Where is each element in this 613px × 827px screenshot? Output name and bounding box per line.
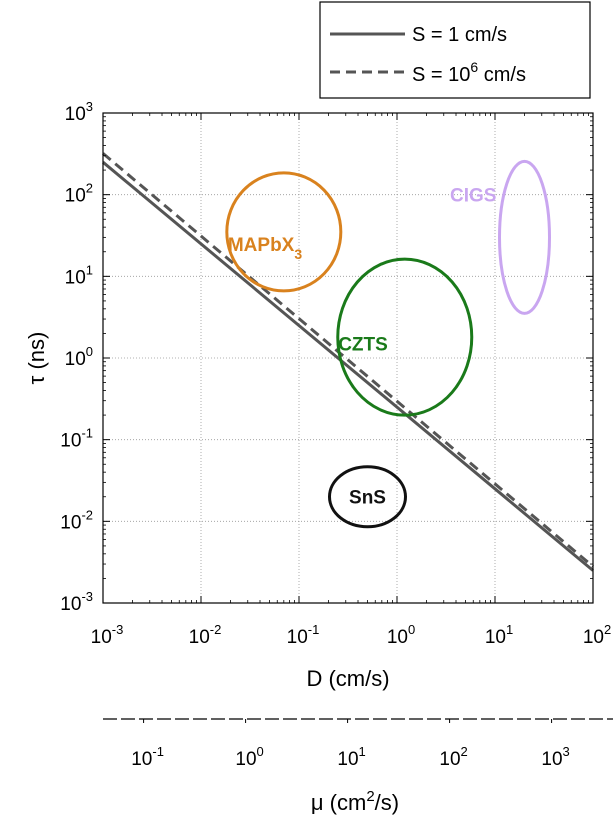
x-tick-label: 10-3 [91,622,124,648]
legend-dashed-label: S = 106 cm/s [412,59,526,86]
secondary-x-tick-label: 10-1 [131,744,164,770]
legend: S = 1 cm/s S = 106 cm/s [319,1,591,99]
y-tick-label: 102 [65,181,93,207]
region-czts-ellipse [336,257,474,417]
legend-box [319,1,591,99]
y-tick-label: 103 [65,99,93,125]
secondary-x-tick-label: 102 [439,744,467,770]
plot-frame [102,112,594,604]
regions-layer: MAPbX3 CZTS CIGS SnS [225,159,552,529]
y-axis-label: τ (ns) [24,332,49,385]
region-mapbx-label: MAPbX3 [228,235,303,262]
region-cigs-label: CIGS [450,186,496,207]
series-layer [102,152,594,572]
x-tick-label: 10-2 [189,622,222,648]
x-tick-label: 10-1 [287,622,320,648]
ticks-layer [102,112,594,604]
region-sns-ellipse [327,465,407,529]
secondary-x-tick-label: 103 [541,744,569,770]
y-tick-label: 10-2 [60,507,93,533]
secondary-axis-label: μ (cm2/s) [311,788,399,815]
y-tick-label: 101 [65,262,93,288]
x-tick-label: 100 [387,622,415,648]
x-tick-label: 102 [583,622,611,648]
y-tick-label: 10-3 [60,589,93,615]
secondary-x-tick-label: 101 [337,744,365,770]
secondary-x-tick-label: 100 [235,744,263,770]
region-czts-label: CZTS [338,335,388,356]
tick-labels: 10-3 10-2 10-1 100 101 102 10-3 10-2 10-1 100 101 1… [60,99,611,648]
region-mapbx-ellipse [225,171,343,293]
x-axis-label: D (cm/s) [306,666,389,691]
legend-solid-label: S = 1 cm/s [412,24,507,46]
x-tick-label: 101 [485,622,513,648]
y-tick-label: 100 [65,344,93,370]
grid [103,113,593,603]
y-tick-label: 10-1 [60,426,93,452]
region-sns-label: SnS [349,488,386,509]
series-line-s1 [102,161,594,572]
region-cigs-ellipse [498,159,552,315]
series-line-s1e6 [102,152,594,568]
secondary-axis: 10-1 100 101 102 103 [103,718,613,770]
